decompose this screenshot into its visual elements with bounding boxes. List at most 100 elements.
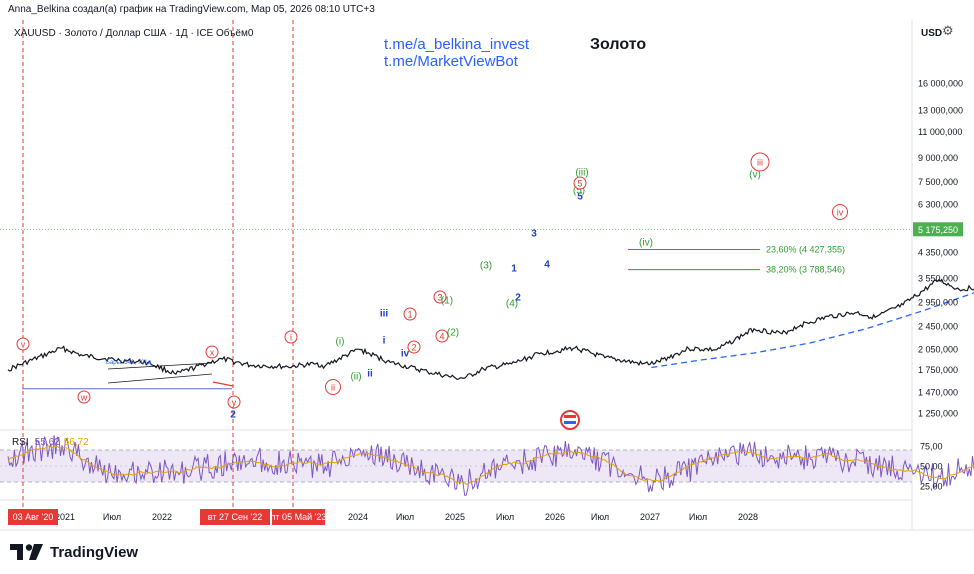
svg-text:(iv): (iv) [639, 238, 653, 249]
wave-label: (i) [336, 337, 345, 348]
rsi-legend[interactable]: RSI 55,62 56,72 [12, 437, 89, 448]
time-tick-label: Июл [591, 512, 609, 522]
time-tick-label: Июл [689, 512, 707, 522]
svg-text:пт 05 Май '23: пт 05 Май '23 [271, 512, 327, 522]
wave-label: 4 [544, 260, 550, 271]
triangle-note: Бары: 546, 791д [106, 360, 152, 366]
time-tick-label: 2024 [348, 512, 368, 522]
price-tick-label: 2 450,000 [918, 322, 958, 332]
wave-label: (5) [573, 186, 585, 197]
price-tick-label: 11 000,000 [918, 127, 962, 137]
wave-label: v [16, 337, 30, 351]
wave-label: 2 [407, 340, 421, 354]
wave-label: 5 [577, 192, 583, 203]
price-tick-label: 1 250,000 [918, 409, 958, 419]
wave-label: (iii) [575, 168, 588, 179]
price-tick-label: 1 750,000 [918, 365, 958, 375]
tradingview-logo[interactable]: TradingView [10, 542, 138, 562]
wave-label: iv [832, 204, 848, 220]
price-tick-label: 7 500,000 [918, 177, 958, 187]
wave-label: iii [750, 152, 770, 172]
wave-label: 1 [511, 264, 517, 275]
svg-text:5: 5 [577, 192, 583, 203]
svg-text:(3): (3) [480, 261, 492, 272]
time-tick-label: 2022 [152, 512, 172, 522]
svg-text:ii: ii [367, 369, 373, 380]
wave-label: (2) [447, 328, 459, 339]
svg-text:(ii): (ii) [350, 372, 361, 383]
svg-text:iii: iii [380, 309, 389, 320]
wave-label: w [77, 390, 91, 404]
wave-label: i [284, 330, 298, 344]
svg-text:iv: iv [837, 208, 844, 218]
wave-label: 2 [515, 293, 521, 304]
wave-label: 5 [573, 176, 587, 190]
watermark-links: t.me/a_belkina_invest t.me/MarketViewBot [384, 36, 529, 70]
price-tick-label: 3 550,000 [918, 274, 958, 284]
chart-title: Золото [590, 36, 647, 53]
time-tick-label: 2026 [545, 512, 565, 522]
svg-text:i: i [383, 336, 386, 347]
price-tick-label: 4 350,000 [918, 247, 958, 257]
svg-text:(4): (4) [506, 299, 518, 310]
price-tick-label: 9 000,000 [918, 153, 958, 163]
rsi-tick-label: 50,00 [920, 462, 943, 472]
gear-icon[interactable]: ⚙ [942, 23, 954, 38]
tradingview-wordmark: TradingView [50, 543, 139, 561]
svg-text:(i): (i) [336, 337, 345, 348]
link-telegram-bot[interactable]: t.me/MarketViewBot [384, 53, 518, 70]
svg-text:3: 3 [437, 293, 442, 303]
svg-text:iii: iii [757, 158, 763, 168]
date-highlight-badge: 03 Авг '20 [8, 509, 58, 525]
triangle-upper-line [107, 362, 213, 370]
wave-label: y [227, 395, 241, 409]
rsi-value: 55,62 [34, 437, 60, 448]
wave-label: (1) [441, 296, 453, 307]
svg-text:4: 4 [544, 260, 550, 271]
svg-text:4: 4 [439, 332, 444, 342]
wave-label: (ii) [350, 372, 361, 383]
svg-text:вт 27 Сен '22: вт 27 Сен '22 [208, 512, 262, 522]
time-tick-label: 2028 [738, 512, 758, 522]
svg-text:w: w [80, 393, 88, 403]
last-price-badge [913, 222, 963, 237]
wave-label: (4) [506, 299, 518, 310]
rsi-ma-value: 56,72 [63, 437, 89, 448]
svg-text:(1): (1) [441, 296, 453, 307]
fib-level-label: 38,20% (3 788,546) [766, 265, 845, 275]
wave-label: 4 [435, 329, 449, 343]
rsi-line [7, 435, 974, 496]
svg-text:i: i [290, 333, 292, 343]
price-tick-label: 6 300,000 [918, 199, 958, 209]
fib-level-label: 23,60% (4 427,355) [766, 245, 845, 255]
price-tick-label: 2 950,000 [918, 298, 958, 308]
svg-text:1: 1 [511, 264, 517, 275]
wave-label: i [383, 336, 386, 347]
flag-icon[interactable] [560, 410, 580, 430]
rsi-axis: 75,00 50,00 25,00 [920, 442, 943, 492]
svg-text:03 Авг '20: 03 Авг '20 [13, 512, 54, 522]
svg-text:v: v [21, 340, 26, 350]
rsi-ma-line [7, 444, 974, 485]
red-trendline [212, 381, 234, 387]
wave-label: ii [325, 379, 341, 395]
link-telegram-channel[interactable]: t.me/a_belkina_invest [384, 36, 530, 53]
wave-labels: vwxy2iii(i)(ii)iiiiiiiv1234(1)(2)(3)(4)1… [16, 152, 848, 421]
time-tick-label: Июл [103, 512, 121, 522]
wave-label: iv [401, 349, 410, 360]
svg-text:(5): (5) [573, 186, 585, 197]
wave-label: 3 [531, 229, 537, 240]
symbol-legend[interactable]: XAUUSD · Золото / Доллар США · 1Д · ICE … [14, 28, 254, 39]
time-axis[interactable]: 2021 Июл 2022 2024 Июл 2025 Июл 2026 Июл 2027 Июл 2… [8, 509, 758, 525]
svg-text:2: 2 [230, 410, 236, 421]
currency-label[interactable]: USD [921, 28, 943, 39]
price-tick-label: 5 175,250 [918, 225, 958, 235]
date-highlight-badge: вт 27 Сен '22 [200, 509, 270, 525]
svg-text:2: 2 [515, 293, 521, 304]
time-tick-label: 2021 [55, 512, 75, 522]
price-axis[interactable]: 16 000,000 13 000,000 11 000,000 9 000,000 7… [913, 79, 963, 419]
time-tick-label: Июл [396, 512, 414, 522]
rsi-tick-label: 25,00 [920, 482, 943, 492]
svg-text:3: 3 [531, 229, 537, 240]
